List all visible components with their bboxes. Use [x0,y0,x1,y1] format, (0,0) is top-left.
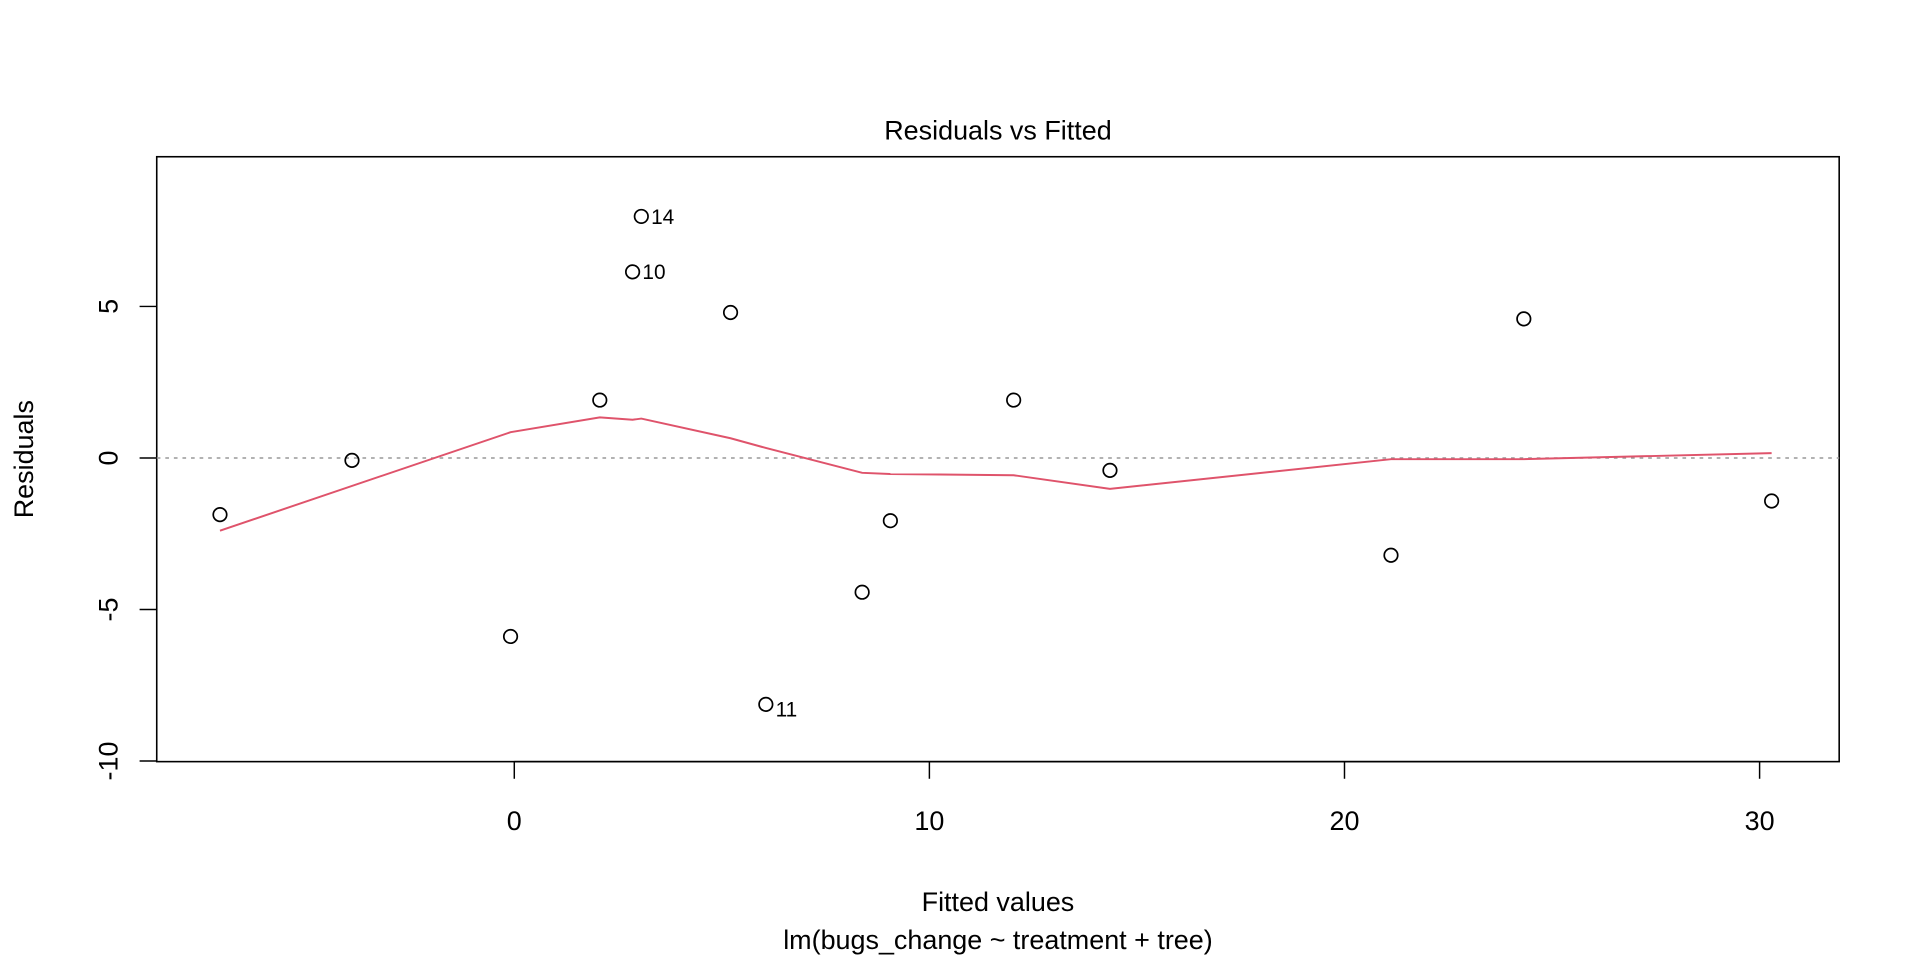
data-point [722,304,739,321]
data-point [592,392,608,408]
plot-frame [155,155,1840,763]
data-point [624,264,641,280]
data-point [1006,392,1022,408]
point-label: 10 [642,261,665,284]
lowess-smooth-line [219,416,1772,532]
x-tick-label: 20 [1330,806,1360,836]
y-tick-label: -10 [94,742,124,781]
x-tick-label: 30 [1745,806,1775,836]
chart-title: Residuals vs Fitted [884,116,1111,146]
data-point [633,208,649,225]
x-axis-subtitle: lm(bugs_change ~ treatment + tree) [783,925,1213,955]
data-point [1102,462,1118,478]
data-point [1383,547,1399,563]
data-point [854,584,870,600]
y-tick-label: 5 [94,299,124,314]
data-point [882,513,898,529]
y-tick-label: 0 [94,450,124,465]
x-axis-label: Fitted values [922,887,1075,917]
points: 10 14 11 [212,206,1780,722]
y-axis-label: Residuals [9,400,39,518]
y-tick-label: -5 [94,598,124,622]
x-axis: 0 10 20 30 [507,760,1775,836]
data-point [502,628,519,645]
data-point [344,452,360,468]
data-point [758,696,774,712]
x-tick-label: 10 [914,806,944,836]
y-axis: -10 -5 0 5 [94,299,158,781]
x-tick-label: 0 [507,806,522,836]
data-point [1516,311,1532,327]
data-point [212,507,228,523]
data-point [1764,493,1780,509]
point-label: 11 [776,699,798,722]
point-label: 14 [651,206,674,229]
